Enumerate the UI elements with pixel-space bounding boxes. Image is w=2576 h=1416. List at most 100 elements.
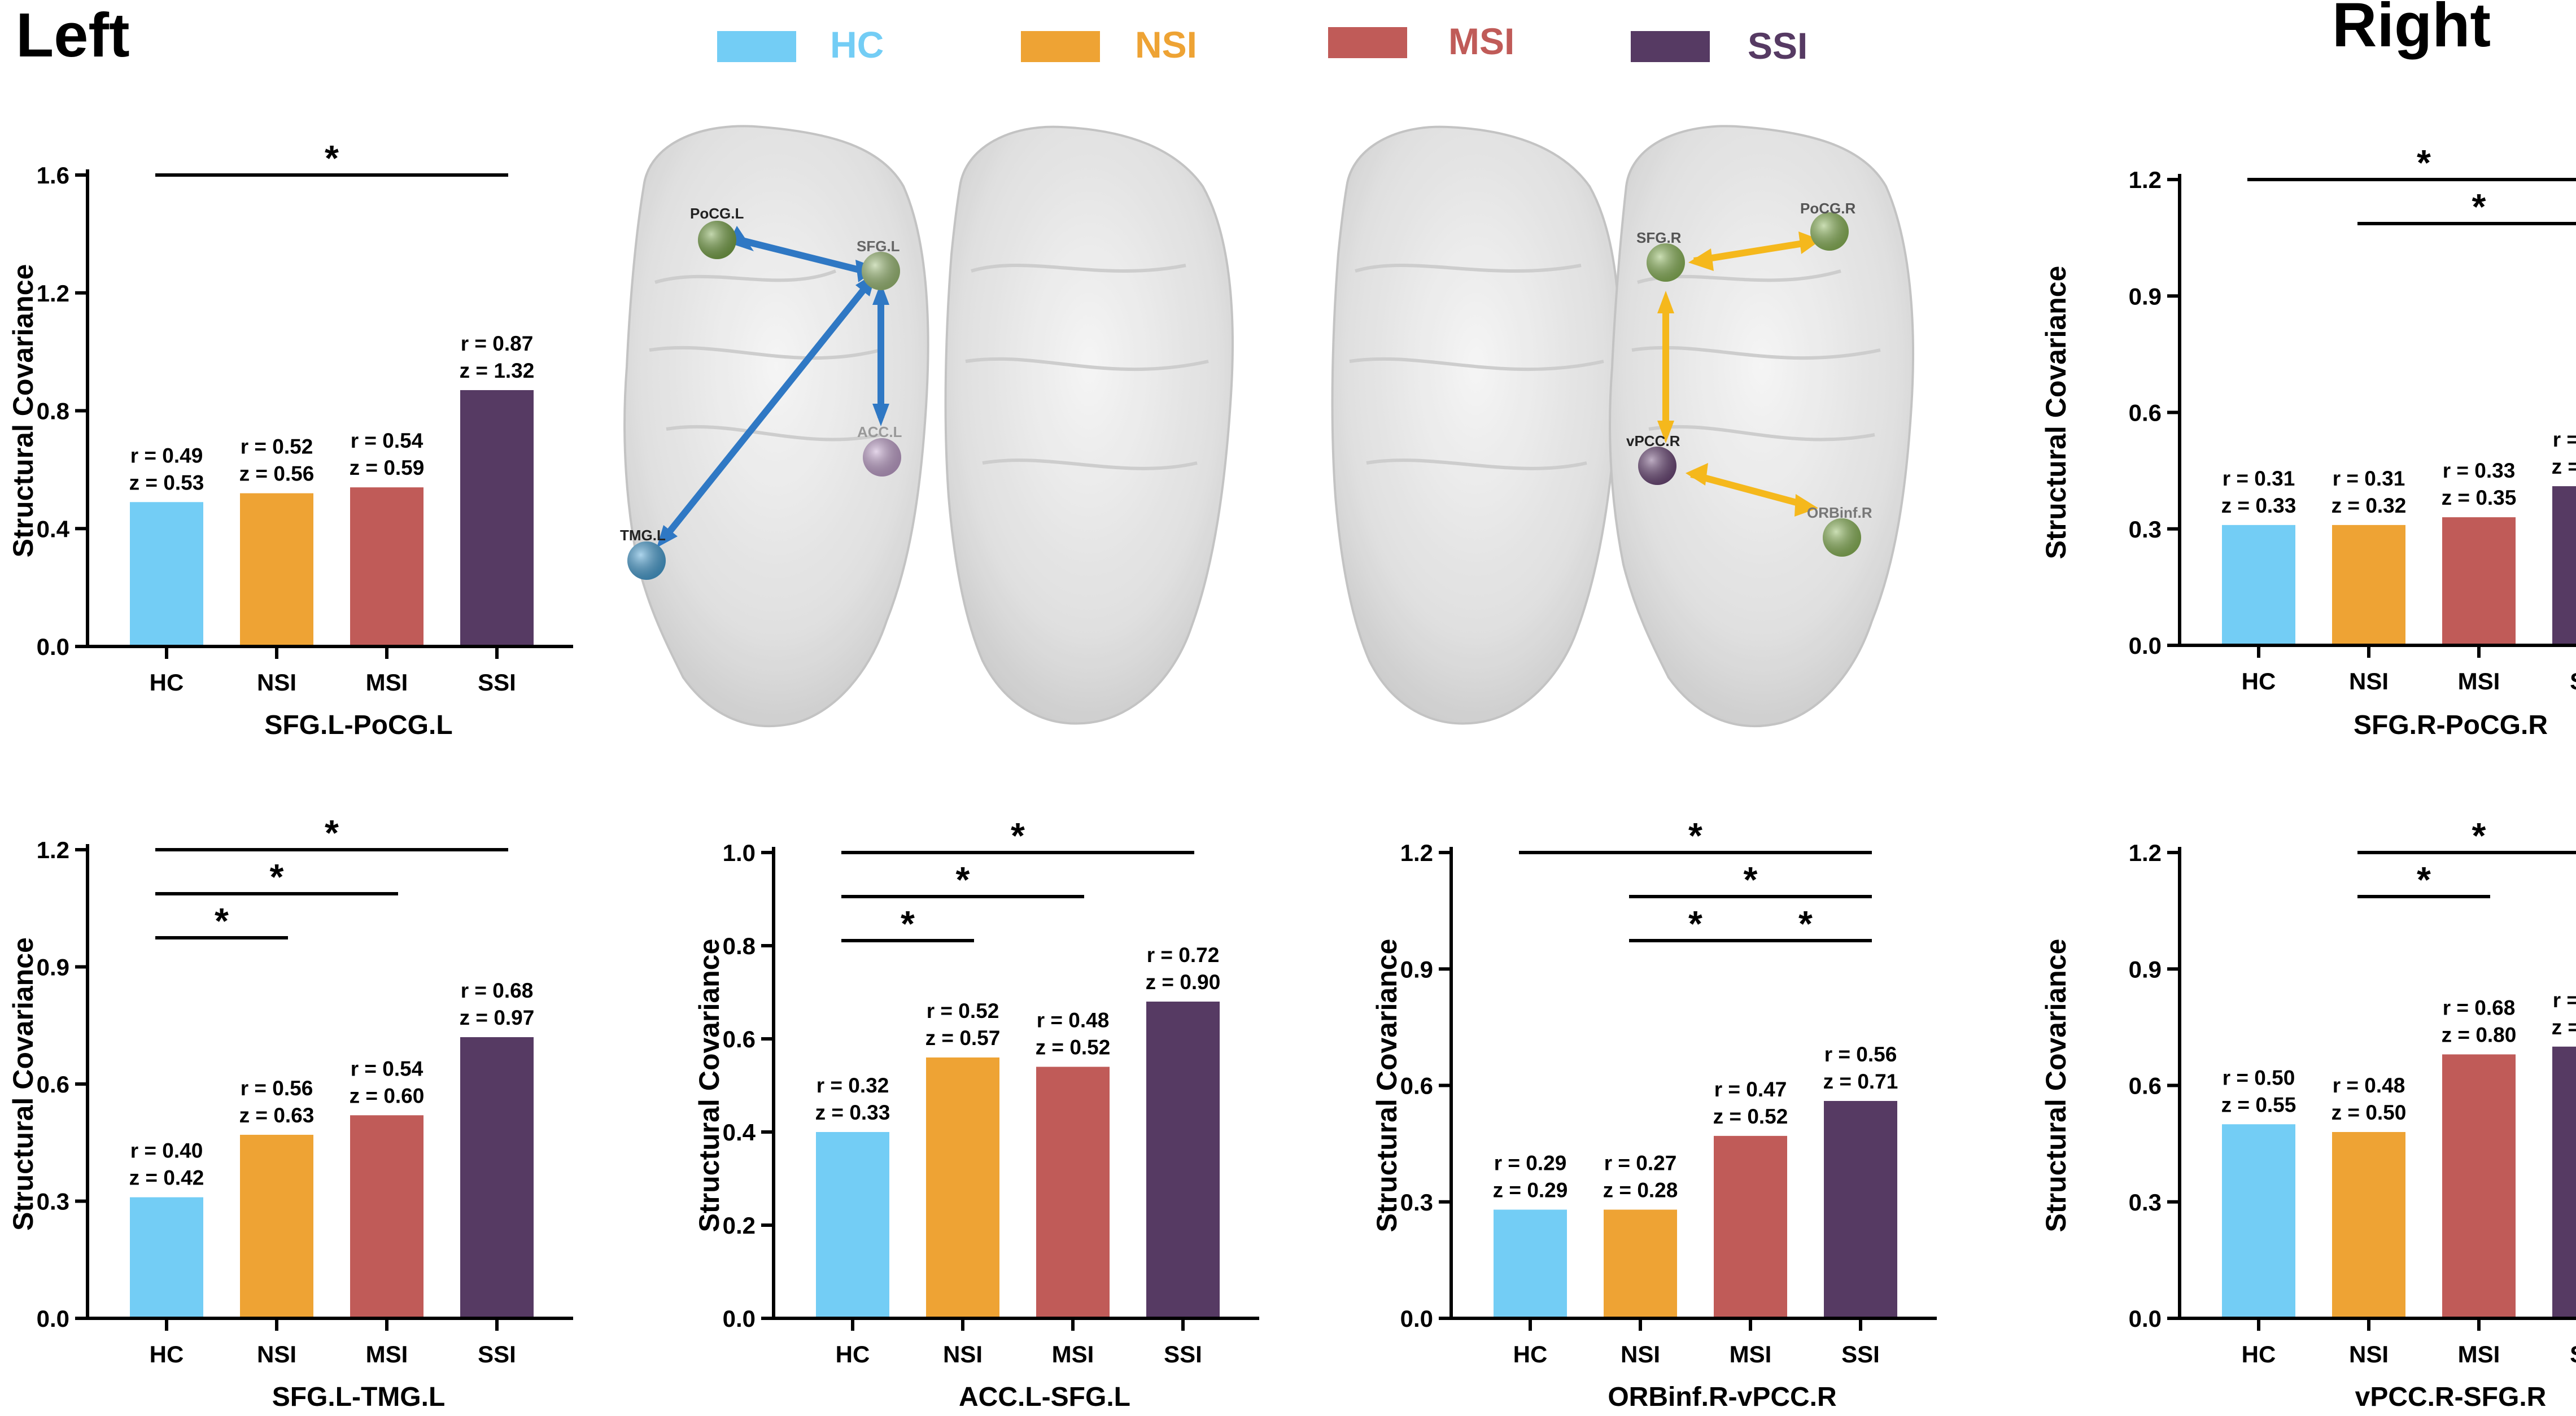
data-label-r: r = 0.52 bbox=[927, 999, 999, 1022]
significance-star: * bbox=[325, 812, 339, 853]
data-label-z: z = 1.03 bbox=[2552, 1016, 2576, 1039]
x-tick-label: SSI bbox=[478, 669, 516, 696]
arrowhead bbox=[872, 404, 889, 426]
data-label-r: r = 0.70 bbox=[2553, 989, 2576, 1012]
bar-hc bbox=[1494, 1209, 1567, 1318]
chart-vpccr-sfgr: 0.0 0.3 0.6 0.9 1.2 HC NSI MSI SSI r = 0.50 z = 0.… bbox=[2040, 815, 2576, 1412]
chart-title: SFG.L-PoCG.L bbox=[264, 710, 452, 740]
y-tick-label: 0.4 bbox=[723, 1119, 756, 1146]
arrowhead bbox=[1795, 494, 1818, 517]
legend-item-msi: MSI bbox=[1328, 20, 1514, 62]
data-label-r: r = 0.41 bbox=[2553, 428, 2576, 451]
bar-hc bbox=[816, 1132, 889, 1318]
data-label-z: z = 0.33 bbox=[2221, 494, 2296, 517]
x-tick-label: MSI bbox=[1052, 1341, 1094, 1367]
edge-vpccr-orbinfr bbox=[1690, 471, 1808, 509]
bar-msi bbox=[350, 1115, 423, 1318]
right-node-vpccr: vPCC.R bbox=[1626, 432, 1680, 485]
brain-left-network: PoCG.L SFG.L ACC.L TMG.L bbox=[620, 205, 902, 580]
left-node-sfgl: SFG.L bbox=[857, 238, 900, 290]
x-tick-label: SSI bbox=[478, 1341, 516, 1367]
data-label-z: z = 0.32 bbox=[2332, 494, 2407, 517]
data-label-z: z = 0.59 bbox=[350, 456, 425, 479]
arrowhead bbox=[872, 282, 889, 305]
data-label-r: r = 0.56 bbox=[241, 1077, 313, 1100]
data-label-z: z = 0.52 bbox=[1713, 1105, 1788, 1128]
x-tick-label: HC bbox=[2242, 1341, 2276, 1367]
brain-right-medial-shape bbox=[1331, 125, 1621, 725]
brain-left-hemispheres bbox=[623, 125, 1234, 728]
left-edges bbox=[661, 237, 884, 541]
left-node-tmgl: TMG.L bbox=[620, 527, 666, 580]
bar-hc bbox=[2222, 525, 2295, 645]
x-tick-label: NSI bbox=[2349, 1341, 2389, 1367]
bar-msi bbox=[1036, 1067, 1110, 1318]
data-label-r: r = 0.48 bbox=[2333, 1074, 2405, 1097]
data-label-z: z = 0.42 bbox=[129, 1166, 204, 1190]
data-label-z: z = 0.57 bbox=[925, 1026, 1001, 1050]
data-label-r: r = 0.27 bbox=[1604, 1152, 1677, 1175]
data-label-z: z = 0.52 bbox=[1036, 1036, 1111, 1059]
legend-item-ssi: SSI bbox=[1631, 25, 1807, 67]
data-label-z: z = 1.32 bbox=[460, 359, 535, 382]
data-label-r: r = 0.47 bbox=[1714, 1078, 1787, 1101]
y-axis-label: Structural Covariance bbox=[7, 264, 39, 558]
chart-title: ACC.L-SFG.L bbox=[959, 1382, 1130, 1412]
arrowhead bbox=[1686, 463, 1708, 486]
data-label-z: z = 0.28 bbox=[1603, 1179, 1678, 1202]
data-label-r: r = 0.29 bbox=[1494, 1152, 1567, 1175]
data-label-z: z = 0.53 bbox=[129, 471, 204, 494]
x-tick-label: HC bbox=[150, 669, 184, 696]
bar-msi bbox=[350, 487, 423, 646]
left-node-accl: ACC.L bbox=[857, 423, 902, 477]
right-node-orbinfr: ORBinf.R bbox=[1807, 504, 1872, 557]
x-tick-label: NSI bbox=[1621, 1341, 1660, 1367]
y-axis-label: Structural Covariance bbox=[1371, 939, 1403, 1233]
y-tick-label: 0.3 bbox=[1400, 1189, 1433, 1216]
y-tick-label: 0.6 bbox=[2129, 400, 2162, 426]
data-label-z: z = 0.97 bbox=[460, 1006, 535, 1029]
y-tick-label: 1.2 bbox=[37, 837, 69, 863]
x-tick-label: MSI bbox=[1730, 1341, 1772, 1367]
legend-label-nsi: NSI bbox=[1135, 24, 1197, 65]
data-label-z: z = 0.44 bbox=[2552, 455, 2576, 478]
significance-star: * bbox=[1688, 903, 1702, 944]
chart-title: SFG.R-PoCG.R bbox=[2354, 710, 2548, 740]
arrowhead bbox=[1798, 231, 1821, 254]
bar-ssi bbox=[460, 1037, 534, 1318]
data-label-z: z = 0.60 bbox=[350, 1084, 425, 1107]
y-tick-label: 0.0 bbox=[37, 633, 69, 660]
x-tick-label: HC bbox=[1513, 1341, 1548, 1367]
node-label-sfgl: SFG.L bbox=[857, 238, 900, 255]
y-tick-label: 0.3 bbox=[37, 1188, 69, 1215]
legend-swatch-msi bbox=[1328, 27, 1407, 58]
data-label-r: r = 0.32 bbox=[817, 1074, 889, 1097]
x-tick-label: NSI bbox=[2349, 668, 2389, 694]
right-node-sfgr: SFG.R bbox=[1636, 229, 1685, 282]
node-shade bbox=[863, 438, 901, 477]
edge-sfgr-pocgr bbox=[1693, 239, 1807, 264]
y-tick-label: 0.9 bbox=[1400, 956, 1433, 982]
legend-swatch-ssi bbox=[1631, 31, 1710, 62]
y-tick-label: 1.2 bbox=[2129, 167, 2162, 193]
data-label-z: z = 0.29 bbox=[1493, 1179, 1568, 1202]
data-label-r: r = 0.52 bbox=[241, 435, 313, 458]
right-title: Right bbox=[2332, 0, 2491, 60]
data-label-z: z = 0.90 bbox=[1146, 971, 1221, 994]
data-label-r: r = 0.31 bbox=[2333, 467, 2405, 490]
brain-right-network: SFG.R PoCG.R vPCC.R ORBinf.R bbox=[1626, 200, 1872, 557]
bar-ssi bbox=[460, 390, 534, 646]
x-tick-label: HC bbox=[150, 1341, 184, 1367]
bar-msi bbox=[1714, 1135, 1787, 1318]
node-shade bbox=[862, 252, 900, 290]
y-tick-label: 0.6 bbox=[723, 1026, 756, 1052]
edge-sfgl-tmgl bbox=[661, 280, 872, 541]
data-label-z: z = 0.50 bbox=[2332, 1101, 2407, 1124]
bar-nsi bbox=[240, 1134, 313, 1318]
data-label-r: r = 0.68 bbox=[2443, 997, 2516, 1020]
bar-ssi bbox=[2552, 1046, 2576, 1318]
significance-star: * bbox=[325, 138, 339, 178]
y-tick-label: 1.6 bbox=[37, 162, 69, 189]
data-label-r: r = 0.50 bbox=[2223, 1066, 2295, 1089]
x-tick-label: SSI bbox=[1841, 1341, 1880, 1367]
